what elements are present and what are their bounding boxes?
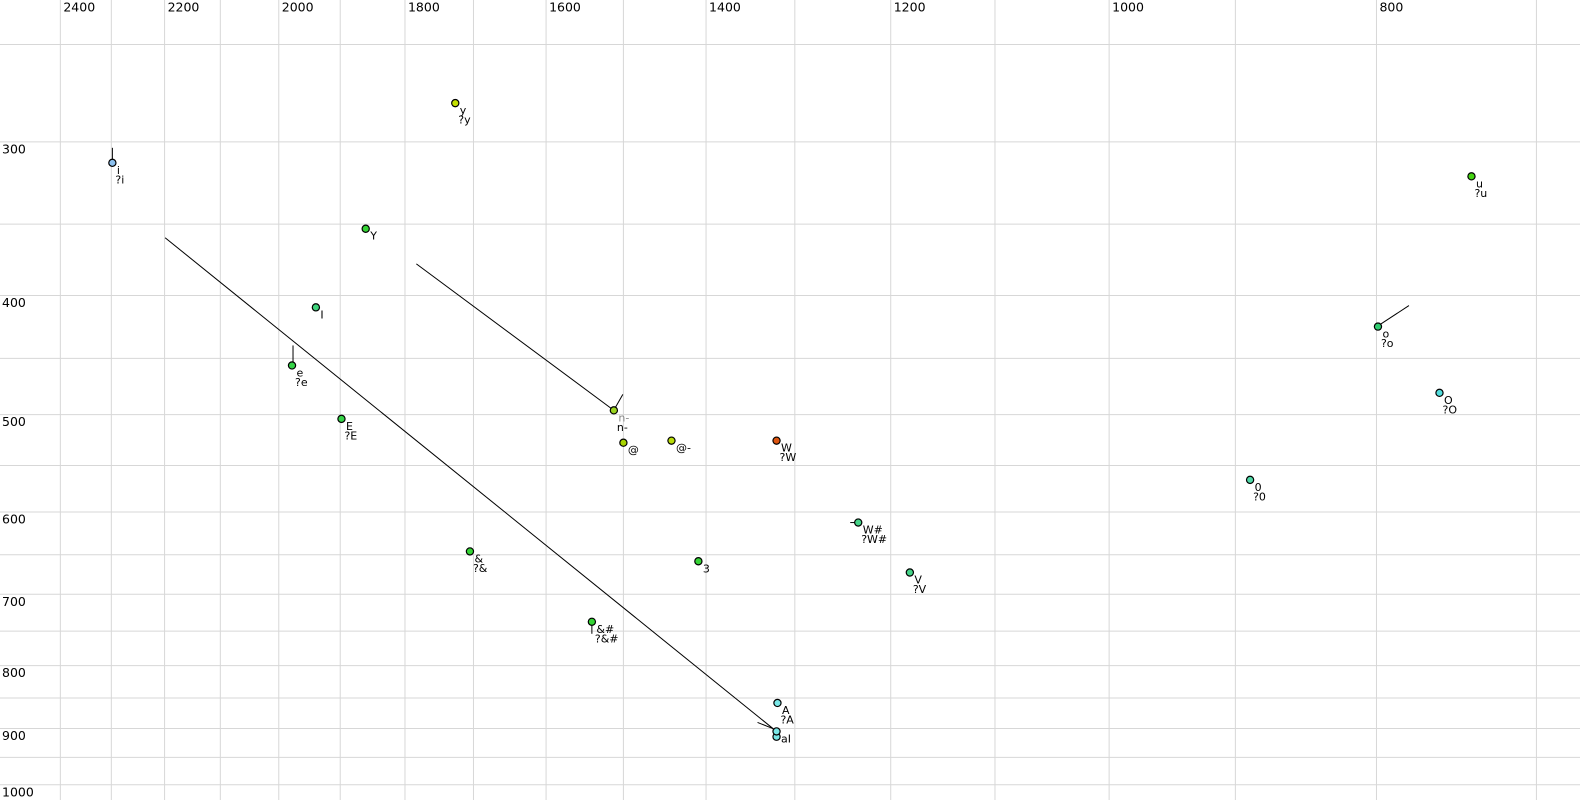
x-tick-label: 1000 [1112, 0, 1144, 15]
point-label-3-0: 3 [703, 562, 710, 575]
y-tick-label: 400 [2, 295, 26, 310]
data-point-@[interactable] [619, 438, 628, 447]
y-tick-label: 1000 [2, 784, 34, 799]
data-point-I[interactable] [311, 303, 321, 312]
data-point-&[interactable] [465, 547, 475, 556]
point-label-W#-1: ?W# [861, 533, 887, 546]
data-point-V[interactable] [905, 568, 915, 577]
point-label-W-0: W [781, 442, 792, 455]
x-tick-label: 1800 [408, 0, 440, 15]
x-tick-label: 800 [1379, 0, 1403, 15]
point-label-V-0: V [914, 573, 922, 586]
point-label-e-1: ?e [295, 376, 308, 389]
point-label-&#-0: &# [596, 623, 614, 636]
point-label-o-0: o [1382, 328, 1389, 341]
y-tick-label: 300 [2, 141, 26, 156]
point-label-e-0: e [297, 366, 304, 379]
data-point-E[interactable] [337, 414, 346, 424]
point-label-&#-1: ?&# [595, 632, 619, 645]
trajectory-line [164, 237, 777, 732]
data-point-n-[interactable] [609, 406, 619, 415]
point-label-I-0: I [320, 308, 323, 321]
point-label-E-1: ?E [344, 429, 357, 442]
point-label-o-1: ?o [1381, 337, 1394, 350]
point-label-0-0: 0 [1255, 481, 1262, 494]
data-point-O[interactable] [1435, 388, 1444, 398]
point-label-W-1: ?W [780, 451, 797, 464]
data-point-&#[interactable] [587, 617, 597, 626]
data-point-0[interactable] [1245, 475, 1255, 485]
point-label-V-1: ?V [913, 583, 927, 596]
data-point-W[interactable] [772, 436, 781, 445]
point-label-aI-0: aI [781, 732, 791, 745]
data-point-i[interactable] [108, 158, 117, 168]
x-tick-label: 2200 [168, 0, 200, 15]
data-point-o[interactable] [1373, 322, 1383, 331]
point-label-u-0: u [1476, 177, 1483, 190]
y-tick-label: 900 [2, 728, 26, 743]
point-label-O-0: O [1444, 394, 1453, 407]
point-label-W#-0: W# [863, 524, 883, 537]
x-tick-label: 2000 [282, 0, 314, 15]
point-label-@-0: @ [628, 444, 639, 457]
data-point-@-[interactable] [667, 436, 676, 445]
data-point-y[interactable] [451, 98, 460, 108]
point-label-0-1: ?0 [1253, 490, 1266, 503]
point-label-@--0: @- [676, 442, 691, 455]
y-tick-label: 800 [2, 665, 26, 680]
point-label-y-1: ?y [458, 114, 471, 127]
point-label-A-1: ?A [780, 713, 794, 726]
trajectory-line [416, 263, 615, 411]
y-tick-label: 500 [2, 414, 26, 429]
x-tick-label: 2400 [63, 0, 95, 15]
point-label-E-0: E [346, 420, 353, 433]
x-tick-label: 1400 [709, 0, 741, 15]
x-tick-label: 1600 [549, 0, 581, 15]
y-tick-label: 600 [2, 512, 26, 527]
data-point-3[interactable] [694, 557, 703, 566]
data-point-W#[interactable] [854, 518, 863, 527]
data-point-A[interactable] [773, 698, 782, 708]
point-label-A-0: A [782, 704, 790, 717]
point-label-y-0: y [460, 104, 467, 117]
point-label-Y-0: Y [369, 230, 377, 243]
point-label-u-1: ?u [1474, 187, 1487, 200]
point-label-n--1: n- [617, 421, 628, 434]
point-label-&-1: ?& [473, 562, 488, 575]
point-tail-o [1379, 305, 1410, 326]
data-point-Y[interactable] [361, 224, 370, 233]
point-label-i-0: i [117, 164, 120, 177]
point-label-i-1: ?i [115, 173, 124, 186]
point-label-&-0: & [474, 552, 483, 565]
y-tick-label: 700 [2, 594, 26, 609]
point-label-n--0: n- [618, 411, 629, 424]
data-point-e[interactable] [287, 361, 297, 370]
point-tail-n- [614, 394, 624, 409]
data-point-u[interactable] [1467, 172, 1476, 181]
x-tick-label: 1200 [894, 0, 926, 15]
data-point-aI[interactable] [772, 727, 781, 736]
point-label-O-1: ?O [1442, 403, 1457, 416]
